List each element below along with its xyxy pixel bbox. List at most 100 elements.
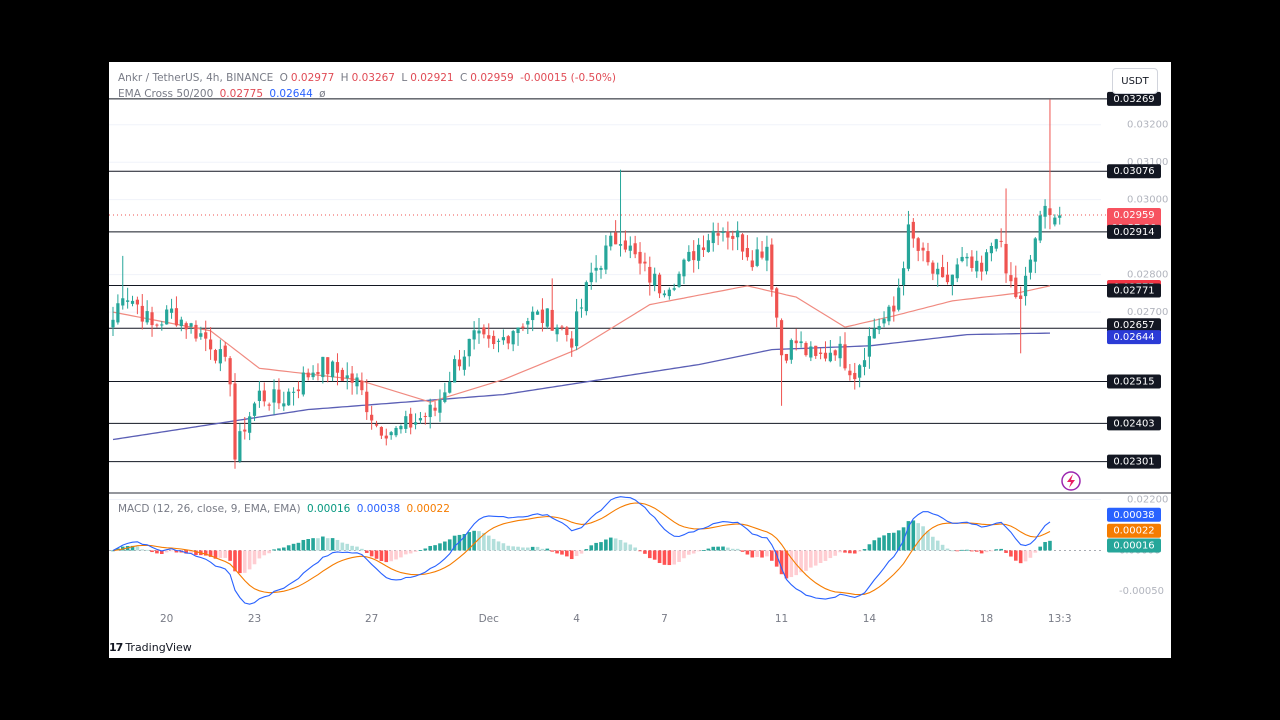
macd-histogram-bar bbox=[906, 521, 911, 551]
candle-body bbox=[692, 251, 696, 261]
candle-body bbox=[413, 422, 418, 425]
candle-body bbox=[1023, 275, 1028, 297]
time-tick-label: 7 bbox=[661, 613, 668, 625]
chart-canvas[interactable]: 0.03200 0.03100 0.03000 0.02800 0.02700 0.022… bbox=[109, 62, 1171, 658]
macd-histogram-bar bbox=[857, 550, 862, 552]
macd-histogram-bar bbox=[662, 550, 667, 565]
candle-body bbox=[599, 268, 603, 270]
chart-panel[interactable]: 0.03200 0.03100 0.03000 0.02800 0.02700 0.022… bbox=[109, 62, 1171, 658]
candle-body bbox=[531, 311, 535, 321]
candle-body bbox=[945, 274, 950, 283]
macd-histogram-bar bbox=[252, 550, 257, 565]
candle-body bbox=[360, 380, 364, 391]
macd-histogram-bar bbox=[965, 549, 969, 551]
price-tag-bg bbox=[1107, 283, 1161, 298]
ema50-value: 0.02775 bbox=[219, 88, 264, 100]
candle-body bbox=[370, 414, 374, 421]
candle-body bbox=[716, 233, 720, 236]
candle-body bbox=[1033, 238, 1037, 262]
macd-histogram-bar bbox=[482, 532, 486, 551]
macd-histogram-bar bbox=[369, 550, 374, 557]
macd-histogram-bar bbox=[169, 550, 174, 552]
candle-body bbox=[638, 251, 642, 264]
macd-histogram-bar bbox=[931, 536, 935, 551]
macd-histogram-bar bbox=[652, 550, 657, 560]
macd-histogram-bar bbox=[799, 550, 803, 573]
macd-histogram-bar bbox=[233, 550, 237, 572]
candle-body bbox=[950, 274, 954, 285]
macd-histogram-bar bbox=[711, 546, 716, 551]
lightning-icon[interactable] bbox=[1061, 471, 1081, 491]
price-tag: 0.02771 bbox=[1113, 285, 1154, 296]
ema200-line bbox=[112, 332, 1051, 441]
macd-hist-value: 0.00016 bbox=[306, 503, 351, 515]
ema200-value: 0.02644 bbox=[269, 88, 313, 100]
tradingview-logo[interactable]: 17 TradingView bbox=[109, 641, 192, 654]
macd-histogram-bar bbox=[155, 550, 159, 554]
candle-body bbox=[609, 235, 613, 247]
macd-histogram-bar bbox=[443, 541, 447, 551]
candle-body bbox=[980, 262, 984, 272]
macd-histogram-bar bbox=[989, 550, 994, 552]
candle-body bbox=[984, 252, 989, 272]
candle-body bbox=[272, 389, 276, 403]
macd-histogram-bar bbox=[852, 550, 857, 554]
macd-histogram-bar bbox=[286, 545, 291, 551]
candle-body bbox=[252, 403, 257, 416]
macd-histogram-bar bbox=[184, 550, 188, 554]
currency-button[interactable]: USDT bbox=[1112, 68, 1158, 94]
candle-body bbox=[174, 308, 179, 326]
candle-body bbox=[516, 327, 520, 334]
candle-body bbox=[394, 427, 398, 436]
candle-body bbox=[462, 356, 466, 370]
time-tick-label: 27 bbox=[365, 613, 378, 625]
macd-histogram-bar bbox=[516, 546, 520, 551]
candle-body bbox=[199, 333, 203, 337]
macd-legend[interactable]: MACD (12, 26, close, 9, EMA, EMA) 0.0001… bbox=[118, 503, 453, 515]
macd-histogram-bar bbox=[687, 550, 691, 555]
macd-histogram-bar bbox=[360, 548, 364, 551]
macd-histogram-bar bbox=[408, 550, 413, 554]
macd-histogram-bar bbox=[896, 530, 901, 551]
price-tag-bg bbox=[1107, 374, 1161, 389]
macd-histogram-bar bbox=[530, 546, 535, 551]
candle-body bbox=[872, 328, 876, 339]
candle-body bbox=[409, 413, 413, 428]
close-value: 0.02959 bbox=[470, 72, 514, 84]
high-label: H bbox=[340, 72, 349, 84]
candle-body bbox=[721, 231, 725, 233]
ema-title[interactable]: EMA Cross 50/200 bbox=[118, 88, 214, 100]
candle-body bbox=[970, 256, 974, 268]
macd-histogram-bar bbox=[223, 550, 228, 558]
macd-histogram-bar bbox=[955, 550, 960, 552]
candle-body bbox=[750, 260, 754, 268]
macd-histogram-bar bbox=[296, 542, 301, 551]
candle-body bbox=[301, 372, 305, 395]
macd-histogram-bar bbox=[267, 550, 271, 554]
ema-legend[interactable]: EMA Cross 50/200 0.02775 0.02644 ø bbox=[118, 88, 329, 100]
eye-icon[interactable]: ø bbox=[319, 88, 326, 100]
close-label: C bbox=[459, 72, 468, 84]
candle-body bbox=[726, 231, 730, 238]
macd-histogram-bar bbox=[521, 547, 525, 551]
symbol-title[interactable]: Ankr / TetherUS, 4h, BINANCE bbox=[118, 72, 274, 84]
candle-body bbox=[916, 238, 920, 251]
macd-histogram-bar bbox=[316, 538, 320, 551]
macd-histogram-bar bbox=[945, 548, 950, 551]
candle-body bbox=[179, 319, 183, 327]
candle-body bbox=[628, 245, 632, 251]
macd-histogram-bar bbox=[784, 550, 789, 579]
macd-histogram-bar bbox=[730, 548, 735, 551]
macd-histogram-bar bbox=[506, 545, 511, 551]
macd-histogram-bar bbox=[111, 550, 115, 552]
macd-histogram-bar bbox=[257, 550, 262, 559]
candle-body bbox=[228, 358, 232, 385]
price-tick-label: 0.03000 bbox=[1127, 195, 1168, 206]
price-tag-bg bbox=[1107, 91, 1161, 106]
candle-body bbox=[511, 331, 515, 345]
macd-histogram-bar bbox=[447, 539, 452, 551]
macd-title[interactable]: MACD (12, 26, close, 9, EMA, EMA) bbox=[118, 503, 301, 515]
macd-histogram-bar bbox=[262, 550, 267, 556]
candle-body bbox=[116, 303, 120, 323]
